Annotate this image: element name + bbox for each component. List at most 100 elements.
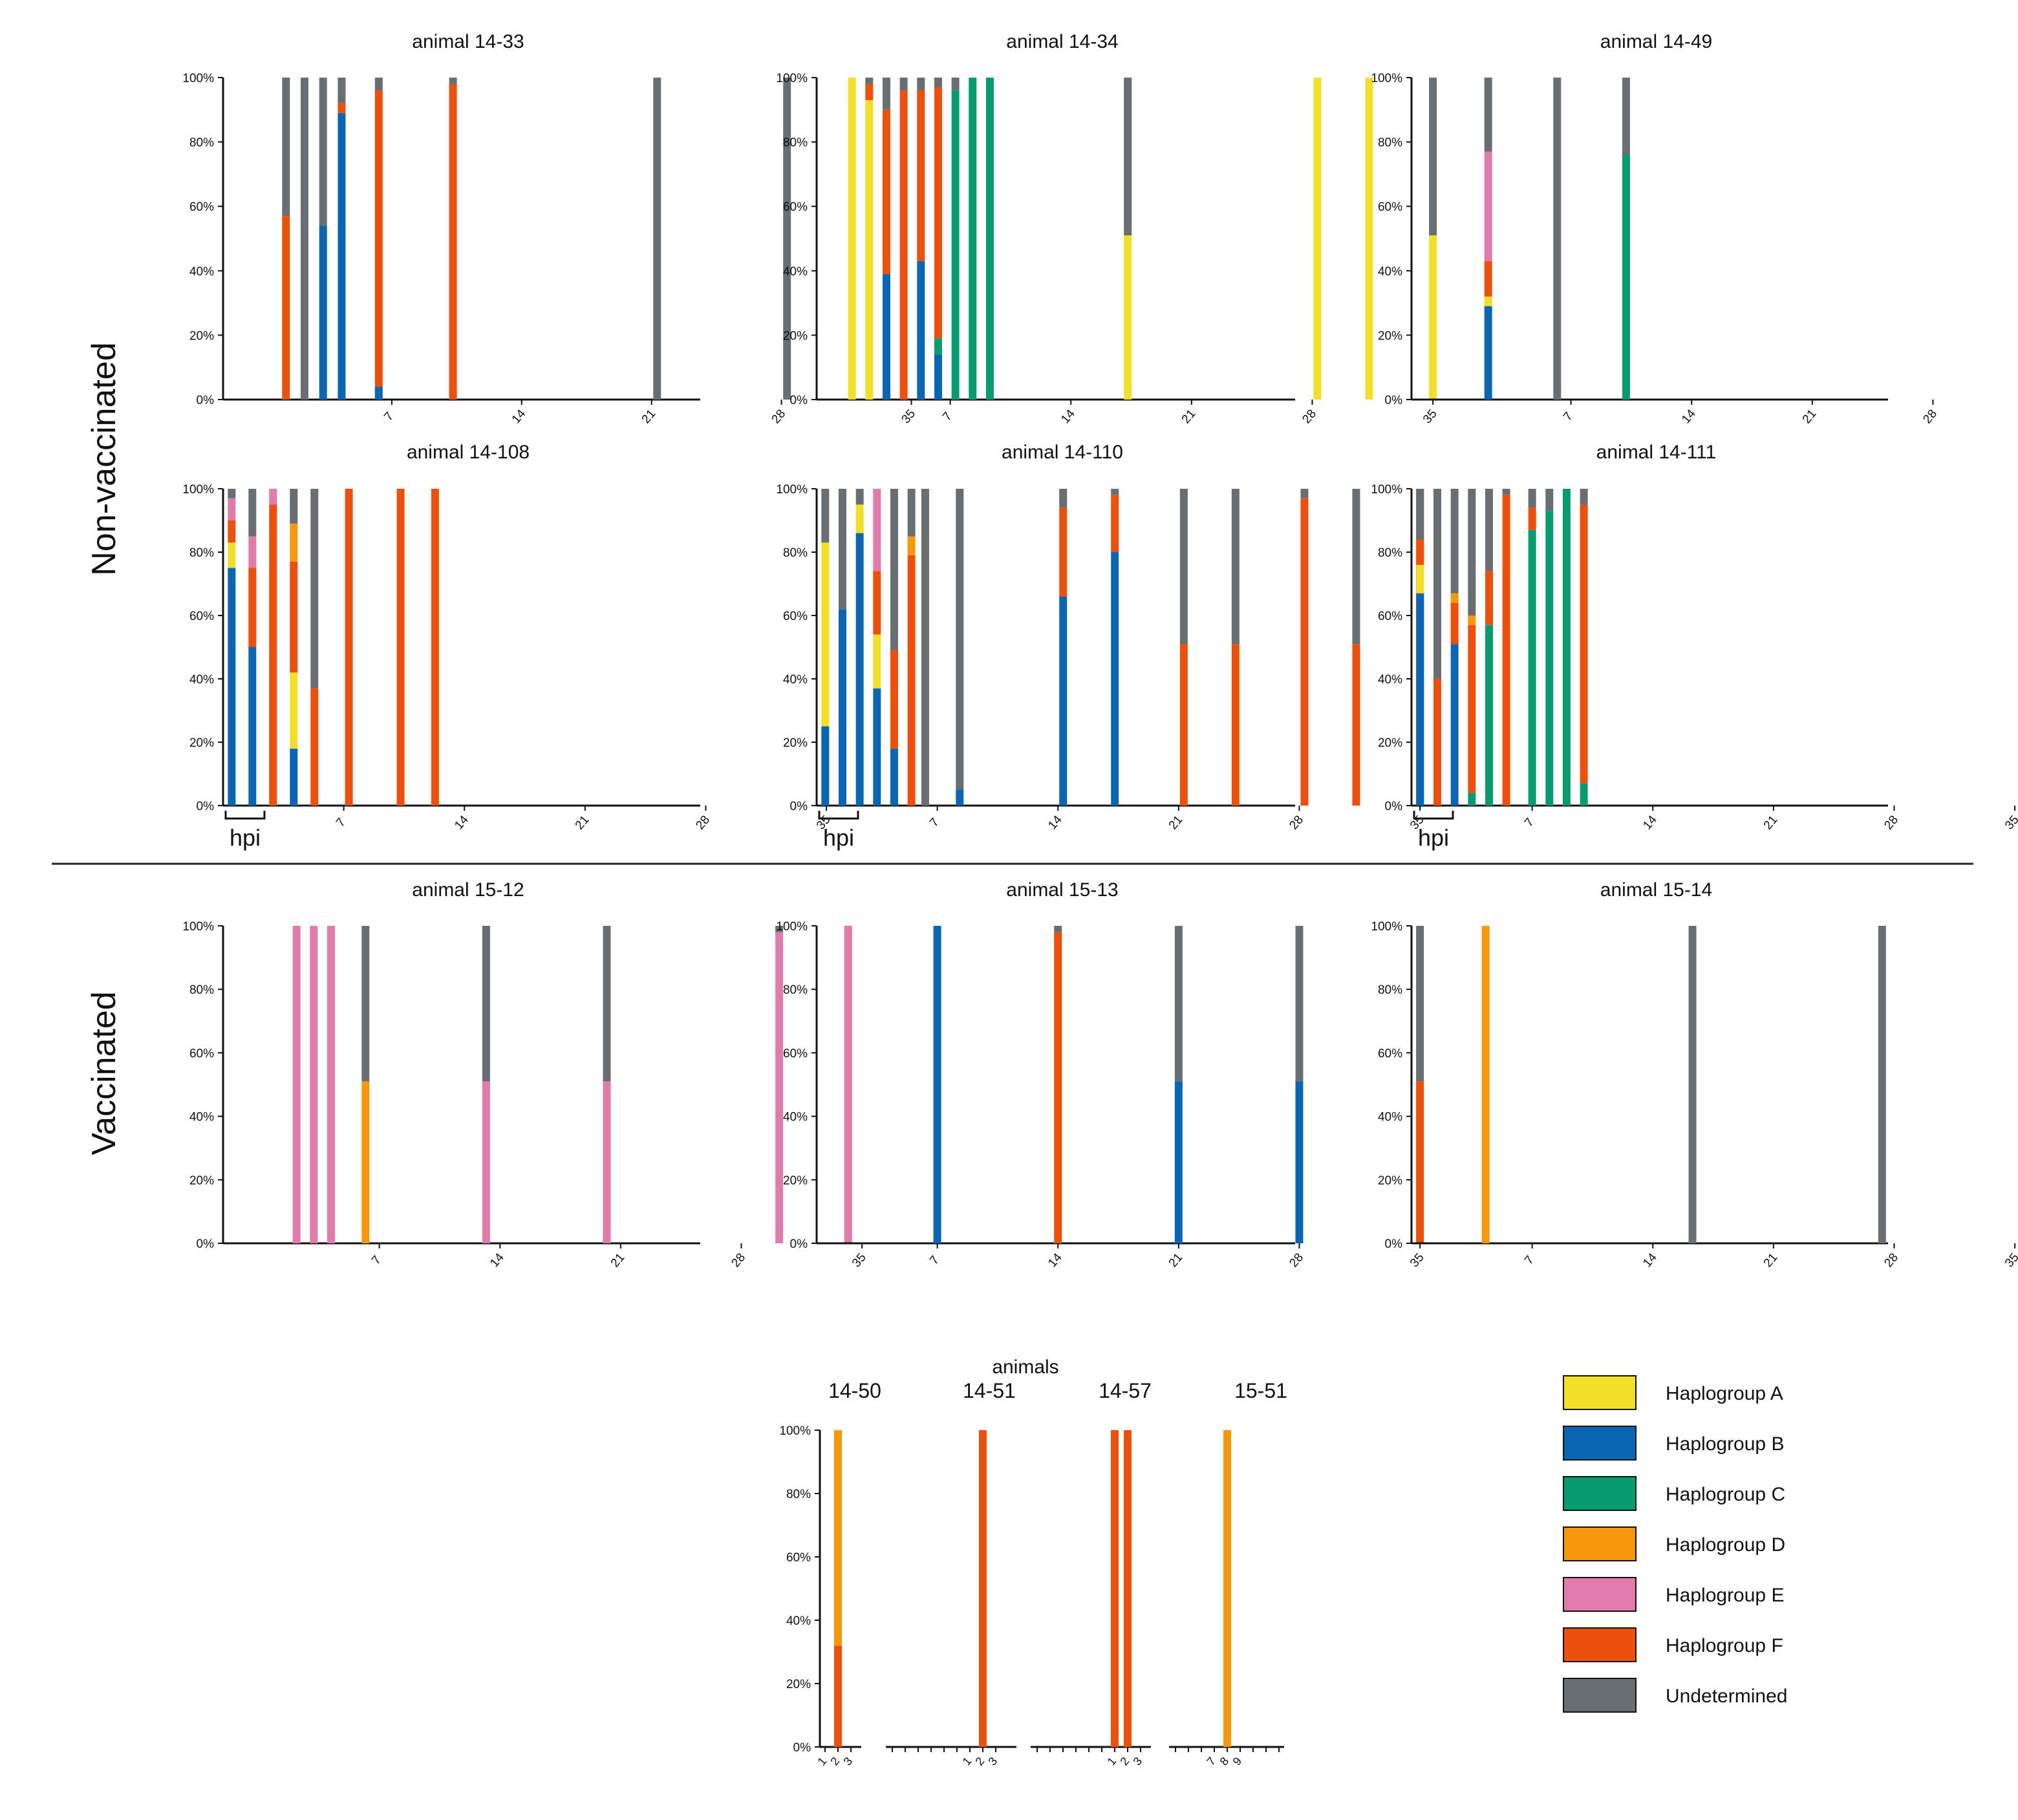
bar [934, 78, 942, 400]
bottom-chart: animals0%20%40%60%80%100%14-5012314-5112… [779, 1356, 1287, 1768]
bar-segment-B [1111, 552, 1119, 806]
bar-segment-U [917, 78, 925, 91]
legend-swatch [1563, 1627, 1637, 1662]
x-tick-label: 28 [729, 1251, 748, 1270]
bar [890, 489, 898, 806]
y-tick-label: 40% [189, 673, 214, 687]
bar-segment-B [338, 112, 346, 400]
x-tick-label: 35 [1421, 407, 1440, 427]
bar-segment-U [951, 78, 960, 91]
bar-segment-D [290, 523, 298, 562]
legend-swatch [1563, 1577, 1637, 1612]
bar-segment-F [449, 83, 457, 400]
legend-item-C: Haplogroup C [1563, 1476, 1785, 1511]
y-tick-label: 100% [182, 483, 214, 497]
panel-title: animal 14-33 [412, 31, 524, 52]
y-tick-label: 40% [1378, 673, 1402, 687]
bar-segment-D [907, 536, 916, 555]
legend-item-F: Haplogroup F [1563, 1627, 1783, 1662]
bar [1223, 1430, 1231, 1747]
bar-segment-B [1450, 644, 1459, 806]
bar [228, 489, 236, 806]
legend-swatch [1563, 1375, 1637, 1410]
x-tick-label: 21 [1166, 813, 1186, 833]
bar-segment-B [838, 609, 846, 806]
y-tick-label: 80% [1378, 983, 1402, 997]
x-tick-label: 35 [1408, 1251, 1427, 1270]
bar-segment-F [248, 568, 257, 647]
bar [865, 78, 874, 400]
bar-segment-A [1313, 78, 1322, 400]
bar-segment-U [1688, 926, 1697, 1243]
bar [310, 489, 319, 806]
y-tick-label: 0% [197, 394, 215, 407]
y-tick-label: 0% [790, 1237, 808, 1251]
y-tick-label: 80% [783, 136, 808, 150]
bar-segment-F [1484, 261, 1492, 297]
x-tick-label: 35 [2002, 1251, 2018, 1270]
x-tick-label: 14 [1640, 1250, 1660, 1270]
bar-segment-D [1468, 616, 1476, 625]
bar-segment-B [1174, 1081, 1183, 1243]
bar-segment-F [882, 109, 890, 274]
bar-segment-F [1450, 603, 1459, 645]
x-tick-label: 14 [452, 813, 471, 832]
x-tick-label: 7 [369, 1254, 384, 1268]
bar-segment-F [431, 489, 439, 806]
bar-segment-B [933, 926, 941, 1243]
panel-3: animal 14-49 0% 20% 40% 60% 80% 100% 7 14 21 28 35 [1371, 31, 1940, 426]
legend-swatch [1563, 1476, 1637, 1511]
bar [855, 489, 864, 806]
bar-segment-U [821, 489, 830, 543]
x-tick-label: 7 [1205, 1755, 1219, 1768]
x-tick-label: 3 [841, 1755, 855, 1768]
y-tick-label: 20% [1378, 736, 1402, 750]
bar-segment-U [1502, 489, 1510, 495]
bar [1429, 78, 1437, 400]
bar-segment-E [775, 932, 784, 1243]
x-tick-label: 7 [1561, 410, 1576, 424]
x-tick-label: 21 [1761, 1251, 1781, 1270]
x-tick-label: 9 [1230, 1755, 1245, 1768]
bar-segment-U [301, 78, 309, 400]
bar-segment-U [290, 489, 298, 524]
bar-segment-U [361, 926, 370, 1082]
bar [979, 1430, 987, 1747]
bar-segment-E [228, 498, 236, 520]
bar [374, 78, 383, 400]
bar-segment-U [921, 489, 929, 806]
x-tick-label: 8 [1218, 1755, 1232, 1768]
bar-segment-U [1174, 926, 1183, 1082]
bar [917, 78, 925, 400]
bar-segment-F [865, 83, 874, 100]
bar-segment-A [1365, 78, 1373, 400]
x-tick-label: 7 [334, 816, 349, 830]
x-tick-label: 7 [381, 410, 396, 424]
bar-segment-B [873, 688, 881, 806]
x-tick-label: 3 [1131, 1755, 1145, 1768]
y-tick-label: 60% [189, 1047, 214, 1060]
subpanel-14-51: 14-51 123 [886, 1379, 1016, 1768]
bar [1300, 489, 1309, 806]
bar-segment-B [1059, 596, 1068, 806]
bar [838, 489, 846, 806]
bar-segment-F [1111, 495, 1119, 552]
bar-segment-A [873, 634, 881, 689]
bar-segment-U [934, 78, 942, 87]
bar [1365, 78, 1373, 400]
panel-title: animal 15-13 [1006, 879, 1118, 901]
y-tick-label: 40% [783, 673, 808, 687]
y-tick-label: 0% [793, 1741, 811, 1755]
y-tick-label: 40% [786, 1614, 811, 1628]
subpanel-name: 15-51 [1234, 1379, 1287, 1402]
bar [783, 78, 791, 400]
bar [1502, 489, 1510, 806]
bar [1433, 489, 1441, 806]
bar-segment-U [1878, 926, 1886, 1243]
panel-1: animal 14-33 0% 20% 40% 60% 80% 100% 7 14 21 28 35 [182, 31, 918, 426]
bar-segment-F [374, 90, 383, 387]
legend-label: Haplogroup B [1666, 1433, 1784, 1455]
bar-segment-U [1485, 489, 1493, 572]
bar [1231, 489, 1240, 806]
